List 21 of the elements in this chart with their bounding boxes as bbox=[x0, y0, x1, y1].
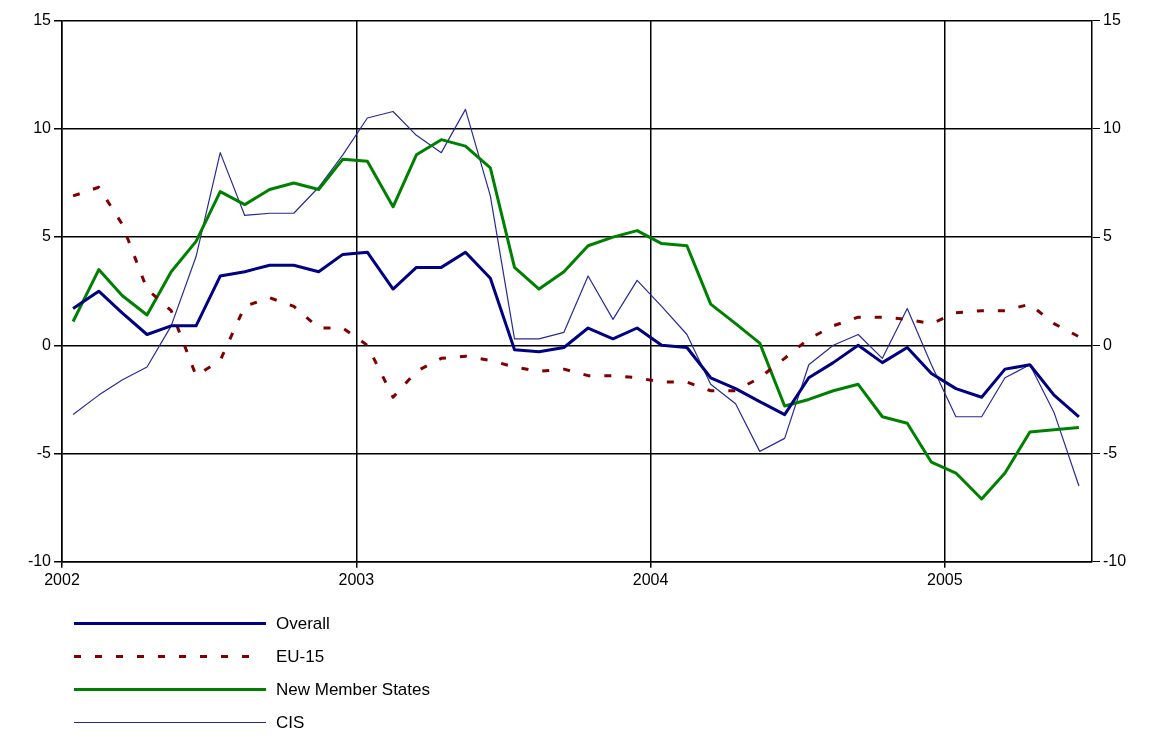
x-tick-label: 2004 bbox=[632, 570, 669, 588]
legend-label: Overall bbox=[276, 613, 330, 634]
x-tick-label: 2005 bbox=[927, 570, 963, 588]
legend-label: EU-15 bbox=[276, 646, 325, 667]
y-tick-label: 5 bbox=[1103, 227, 1112, 245]
y2-tick-label: 0 bbox=[42, 335, 52, 353]
legend-label: New Member States bbox=[276, 679, 430, 700]
y2-tick-label: 10 bbox=[33, 119, 52, 137]
y2-tick-label: -10 bbox=[27, 552, 52, 570]
y2-tick-label: 15 bbox=[33, 11, 52, 29]
y-tick-label: -10 bbox=[1103, 552, 1127, 570]
y-tick-label: -5 bbox=[1103, 443, 1118, 461]
x-tick-label: 2003 bbox=[338, 570, 375, 588]
y-tick-label: 0 bbox=[1103, 335, 1112, 353]
x-tick-label: 2002 bbox=[44, 570, 80, 588]
y2-tick-label: -5 bbox=[36, 443, 52, 461]
legend-label: CIS bbox=[276, 712, 305, 733]
y2-tick-label: 5 bbox=[42, 227, 52, 245]
y-tick-label: 15 bbox=[1103, 11, 1121, 29]
line-series bbox=[71, 185, 1081, 399]
y-tick-label: 10 bbox=[1103, 119, 1121, 137]
